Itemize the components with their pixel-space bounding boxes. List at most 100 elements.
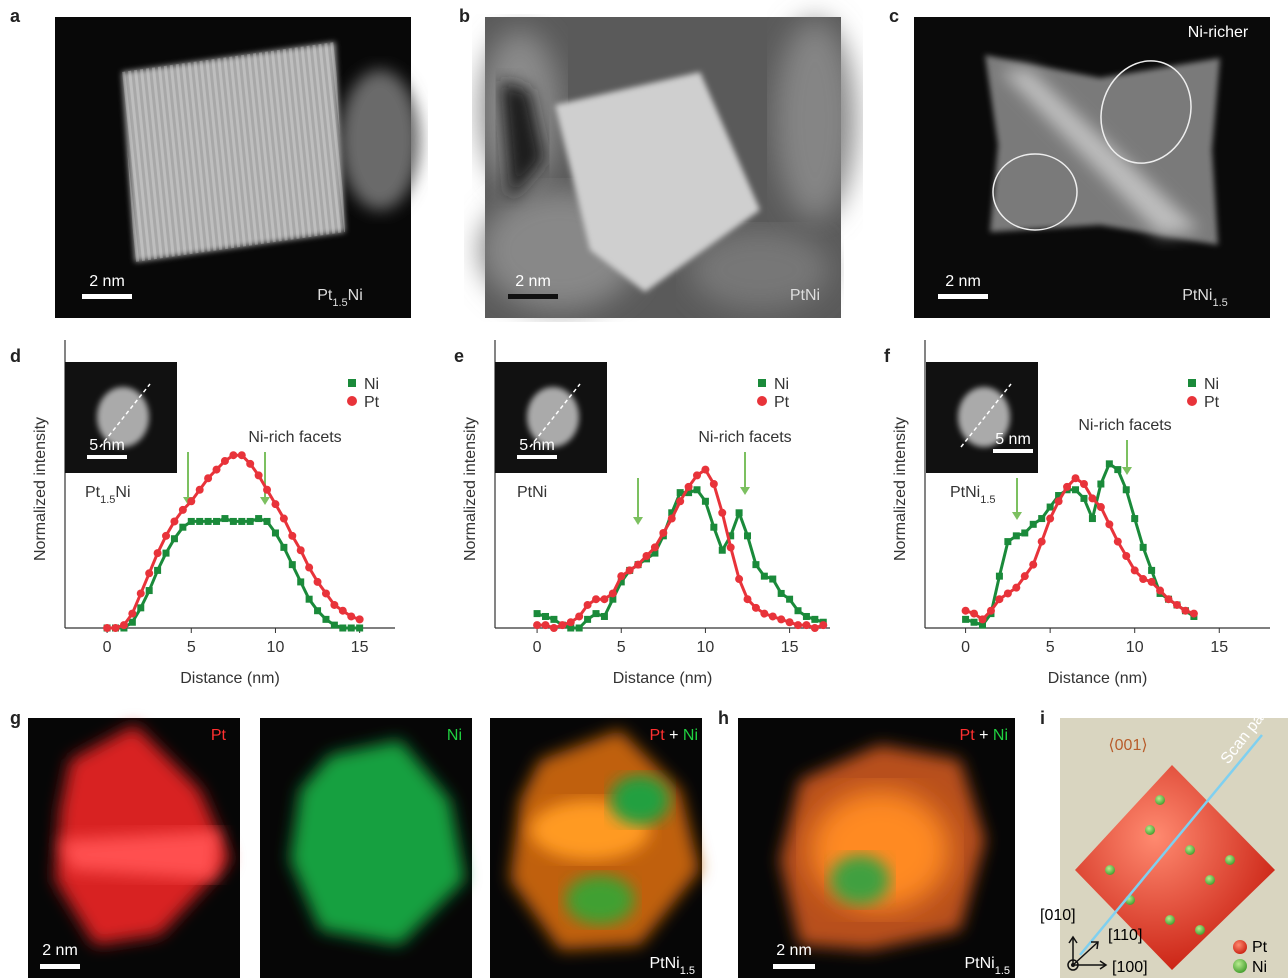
data-point	[196, 517, 204, 525]
x-tick-label: 0	[533, 639, 542, 656]
data-point	[751, 603, 760, 612]
data-point	[1003, 589, 1012, 598]
data-point	[1148, 566, 1156, 574]
data-point	[684, 482, 693, 491]
data-point	[1021, 529, 1029, 537]
label: PtNi1.5	[964, 955, 1010, 977]
data-point	[1139, 575, 1148, 584]
data-point	[735, 575, 744, 584]
annotation: Ni-rich facets	[248, 429, 341, 446]
legend-marker	[757, 396, 767, 406]
data-point	[355, 615, 364, 624]
label-part: 1.5	[980, 494, 995, 506]
legend-marker	[348, 379, 356, 387]
data-point	[592, 610, 600, 618]
data-point	[212, 465, 221, 474]
data-point	[970, 618, 978, 626]
data-point	[179, 523, 187, 531]
legend-label: Pt	[1204, 394, 1220, 411]
data-point	[204, 517, 212, 525]
axis-label: [100]	[1112, 959, 1148, 976]
data-point	[709, 480, 718, 488]
data-point	[1131, 515, 1139, 523]
data-point	[347, 612, 356, 621]
data-point	[634, 560, 643, 569]
data-point	[533, 621, 542, 630]
x-axis-label: Distance (nm)	[613, 670, 713, 687]
data-point	[1113, 537, 1122, 546]
data-point	[962, 615, 970, 623]
data-point	[693, 471, 702, 480]
label-part: Pt	[650, 727, 666, 744]
data-point	[668, 509, 676, 517]
label: PtNi1.5	[1182, 287, 1228, 309]
data-point	[162, 531, 171, 540]
label-part: Pt	[317, 287, 333, 304]
image-g-pt	[28, 718, 240, 978]
data-point	[221, 515, 229, 523]
panel-letter: d	[10, 346, 21, 366]
axis-label: [110]	[1108, 927, 1142, 944]
data-point	[961, 606, 970, 615]
data-point	[802, 621, 811, 630]
label-part: PtNi	[790, 287, 820, 304]
panel-letter: e	[454, 346, 464, 366]
legend-label: Ni	[774, 376, 789, 393]
legend-marker	[347, 396, 357, 406]
label: Pt + Ni	[650, 727, 698, 744]
annotation: Ni-rich facets	[1078, 417, 1171, 434]
data-point	[617, 578, 625, 586]
image-c	[914, 17, 1270, 318]
data-point	[802, 612, 810, 620]
data-point	[786, 595, 794, 603]
x-axis-label: Distance (nm)	[1048, 670, 1148, 687]
image-b	[480, 17, 855, 318]
data-point	[760, 572, 768, 580]
legend-label: Pt	[774, 394, 790, 411]
data-point	[128, 609, 137, 618]
inset-scale-bar	[993, 449, 1033, 453]
data-point	[970, 609, 979, 618]
data-point	[701, 465, 710, 474]
y-axis-label: Normalized intensity	[892, 417, 909, 561]
y-axis-label: Normalized intensity	[32, 417, 49, 561]
data-point	[625, 566, 634, 575]
x-tick-label: 10	[1126, 639, 1144, 656]
data-point	[676, 489, 684, 497]
data-point	[608, 589, 617, 598]
x-axis-label: Distance (nm)	[180, 670, 280, 687]
data-point	[1156, 586, 1165, 595]
data-point	[263, 485, 272, 494]
data-point	[288, 531, 297, 540]
data-point	[145, 569, 154, 578]
data-point	[296, 546, 305, 555]
data-point	[810, 624, 819, 632]
data-point	[170, 517, 179, 526]
data-point	[979, 621, 986, 629]
image-h	[738, 718, 1015, 978]
y-axis-label: Normalized intensity	[462, 417, 479, 561]
label-part: Pt	[211, 727, 227, 744]
data-point	[213, 517, 221, 525]
data-point	[220, 456, 229, 465]
image-g-ni	[260, 718, 472, 978]
x-tick-label: 5	[187, 639, 196, 656]
panel-letter: b	[459, 6, 470, 26]
legend-label: Ni	[1252, 959, 1267, 976]
data-point	[178, 505, 187, 514]
data-point	[567, 624, 575, 632]
data-point	[136, 589, 145, 598]
legend-marker	[1187, 396, 1197, 406]
label-part: PtNi	[964, 955, 994, 972]
panel-letter: i	[1040, 708, 1045, 728]
data-point	[1063, 482, 1072, 491]
data-point	[1105, 460, 1113, 468]
image-a	[55, 17, 420, 318]
label-part: Ni	[447, 727, 462, 744]
inset-scale-label: 5 nm	[519, 437, 555, 454]
data-point	[575, 624, 583, 632]
data-point	[542, 612, 550, 620]
data-point	[785, 618, 794, 627]
data-point	[1139, 543, 1147, 551]
data-point	[995, 595, 1004, 604]
